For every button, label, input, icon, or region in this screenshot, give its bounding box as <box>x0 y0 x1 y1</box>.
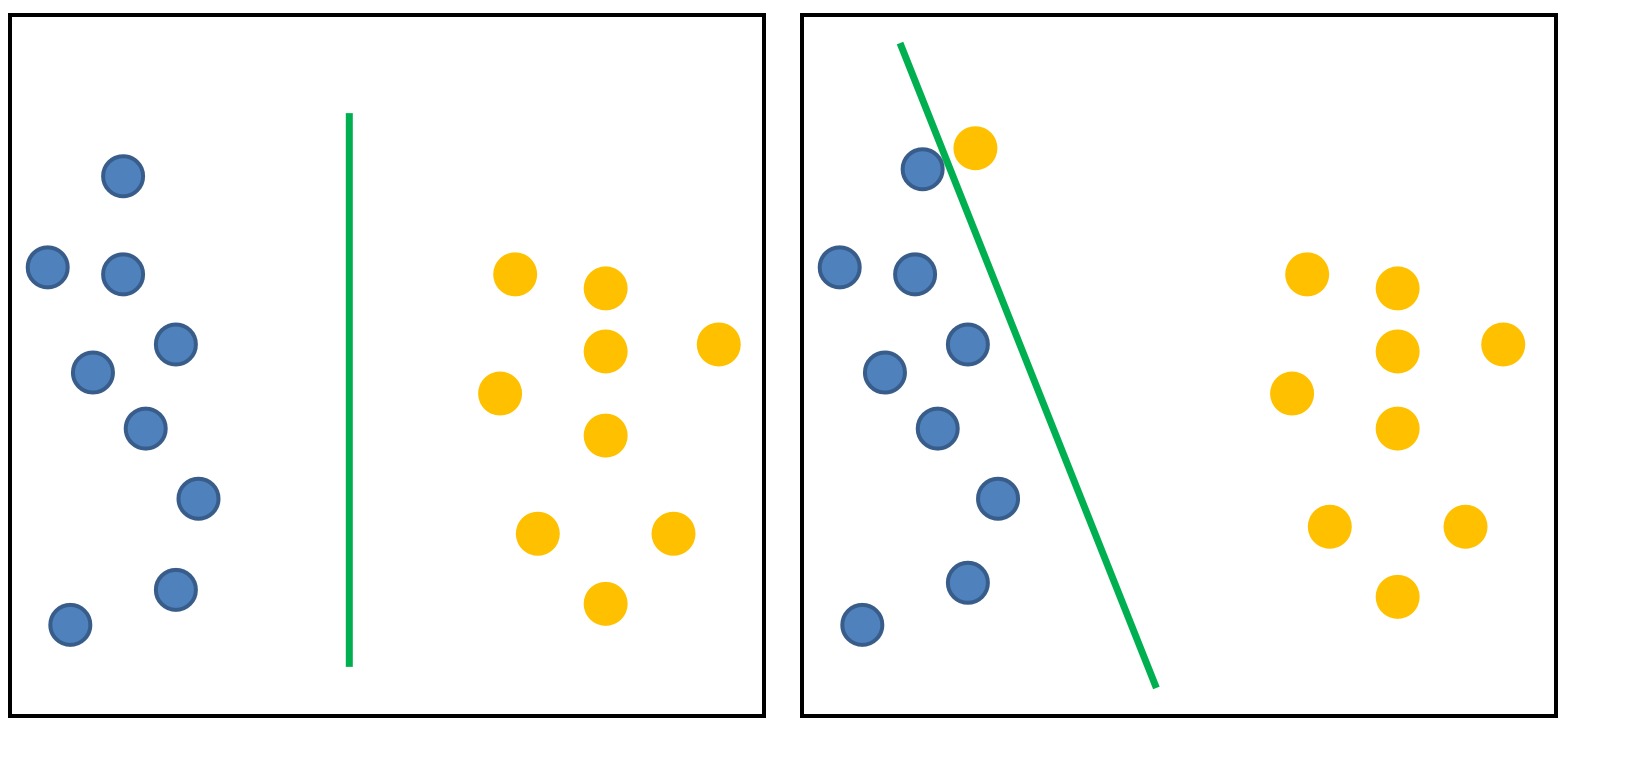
left-panel <box>8 13 766 718</box>
right-blue-point-2 <box>817 245 862 290</box>
left-yellow-point-6 <box>583 413 628 458</box>
right-blue-point-6 <box>915 406 960 451</box>
left-blue-point-7 <box>176 476 221 521</box>
left-blue-point-8 <box>153 567 198 612</box>
left-yellow-point-1 <box>493 252 538 297</box>
left-yellow-point-9 <box>583 581 628 626</box>
left-panel-frame <box>8 13 766 718</box>
right-blue-point-4 <box>945 322 990 367</box>
right-yellow-point-8 <box>1307 504 1352 549</box>
left-blue-point-6 <box>123 406 168 451</box>
left-yellow-point-5 <box>478 371 523 416</box>
left-blue-point-2 <box>25 245 70 290</box>
right-panel-frame <box>800 13 1558 718</box>
right-panel <box>800 13 1558 718</box>
right-blue-point-5 <box>862 350 907 395</box>
left-blue-point-1 <box>101 154 146 199</box>
right-yellow-point-4 <box>1481 322 1526 367</box>
right-yellow-point-9 <box>1443 504 1488 549</box>
right-separator-line <box>896 41 1160 690</box>
right-blue-point-8 <box>945 560 990 605</box>
right-blue-point-7 <box>976 476 1021 521</box>
right-yellow-point-2 <box>1285 252 1330 297</box>
left-blue-point-4 <box>153 322 198 367</box>
right-yellow-point-3 <box>1375 266 1420 311</box>
right-blue-point-3 <box>893 252 938 297</box>
left-yellow-point-7 <box>515 511 560 556</box>
left-blue-point-3 <box>101 252 146 297</box>
left-yellow-point-2 <box>583 266 628 311</box>
left-yellow-point-3 <box>696 322 741 367</box>
left-blue-point-9 <box>48 602 93 647</box>
left-yellow-point-4 <box>583 329 628 374</box>
right-yellow-point-7 <box>1375 406 1420 451</box>
right-blue-point-9 <box>840 602 885 647</box>
right-yellow-point-5 <box>1375 329 1420 374</box>
left-yellow-point-8 <box>651 511 696 556</box>
left-blue-point-5 <box>70 350 115 395</box>
right-yellow-point-1 <box>953 126 998 171</box>
right-yellow-point-10 <box>1375 574 1420 619</box>
right-blue-point-1 <box>900 147 945 192</box>
right-yellow-point-6 <box>1270 371 1315 416</box>
